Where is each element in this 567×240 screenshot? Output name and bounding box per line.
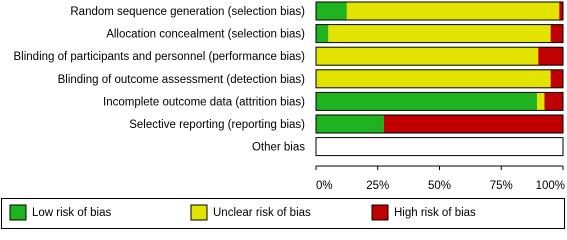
legend-swatch: [190, 204, 208, 221]
x-tick-label: 100%: [536, 180, 565, 192]
chart: Random sequence generation (selection bi…: [1, 1, 565, 229]
bar-outline: [315, 24, 564, 44]
y-tick-label: Blinding of participants and personnel (…: [14, 51, 306, 63]
y-tick-label: Blinding of outcome assessment (detectio…: [58, 74, 306, 86]
legend-label: High risk of bias: [394, 207, 476, 219]
bar-segment: [316, 47, 539, 66]
bar-segment: [550, 69, 563, 88]
bar-segment: [550, 24, 563, 43]
bar-segment: [544, 92, 563, 111]
y-tick-label: Selective reporting (reporting bias): [129, 119, 305, 131]
legend-label: Unclear risk of bias: [213, 207, 311, 219]
bar-outline: [315, 137, 564, 157]
bar-segment: [328, 24, 551, 43]
legend-label: Low risk of bias: [32, 207, 112, 219]
bar-segment: [559, 2, 563, 20]
legend-swatch: [9, 204, 27, 221]
x-tick-label: 50%: [428, 180, 451, 192]
page: {"chart_data": {"type": "stacked_barh", …: [0, 0, 567, 230]
bar-segment: [316, 24, 329, 43]
bar-segment: [316, 2, 347, 20]
x-tick-label: 25%: [366, 180, 389, 192]
legend-swatch: [371, 204, 389, 221]
y-tick-label: Other bias: [252, 142, 305, 154]
bar-segment: [316, 92, 538, 111]
legend-box: [1, 198, 565, 229]
y-tick-label: Incomplete outcome data (attrition bias): [103, 96, 305, 108]
bar-outline: [315, 91, 564, 111]
bar-segment: [537, 92, 545, 111]
bar-segment: [316, 115, 384, 133]
bar-outline: [315, 46, 564, 66]
y-tick-label: Random sequence generation (selection bi…: [70, 6, 305, 18]
bar-segment: [538, 47, 563, 66]
bar-outline: [315, 114, 564, 134]
bar-outline: [315, 1, 564, 21]
bar-outline: [315, 69, 564, 89]
x-tick-label: 0%: [316, 180, 333, 192]
bar-segment: [316, 69, 551, 88]
bar-segment: [346, 2, 560, 20]
bar-segment: [383, 115, 563, 133]
x-tick-label: 75%: [490, 180, 513, 192]
y-tick-label: Allocation concealment (selection bias): [106, 29, 305, 41]
